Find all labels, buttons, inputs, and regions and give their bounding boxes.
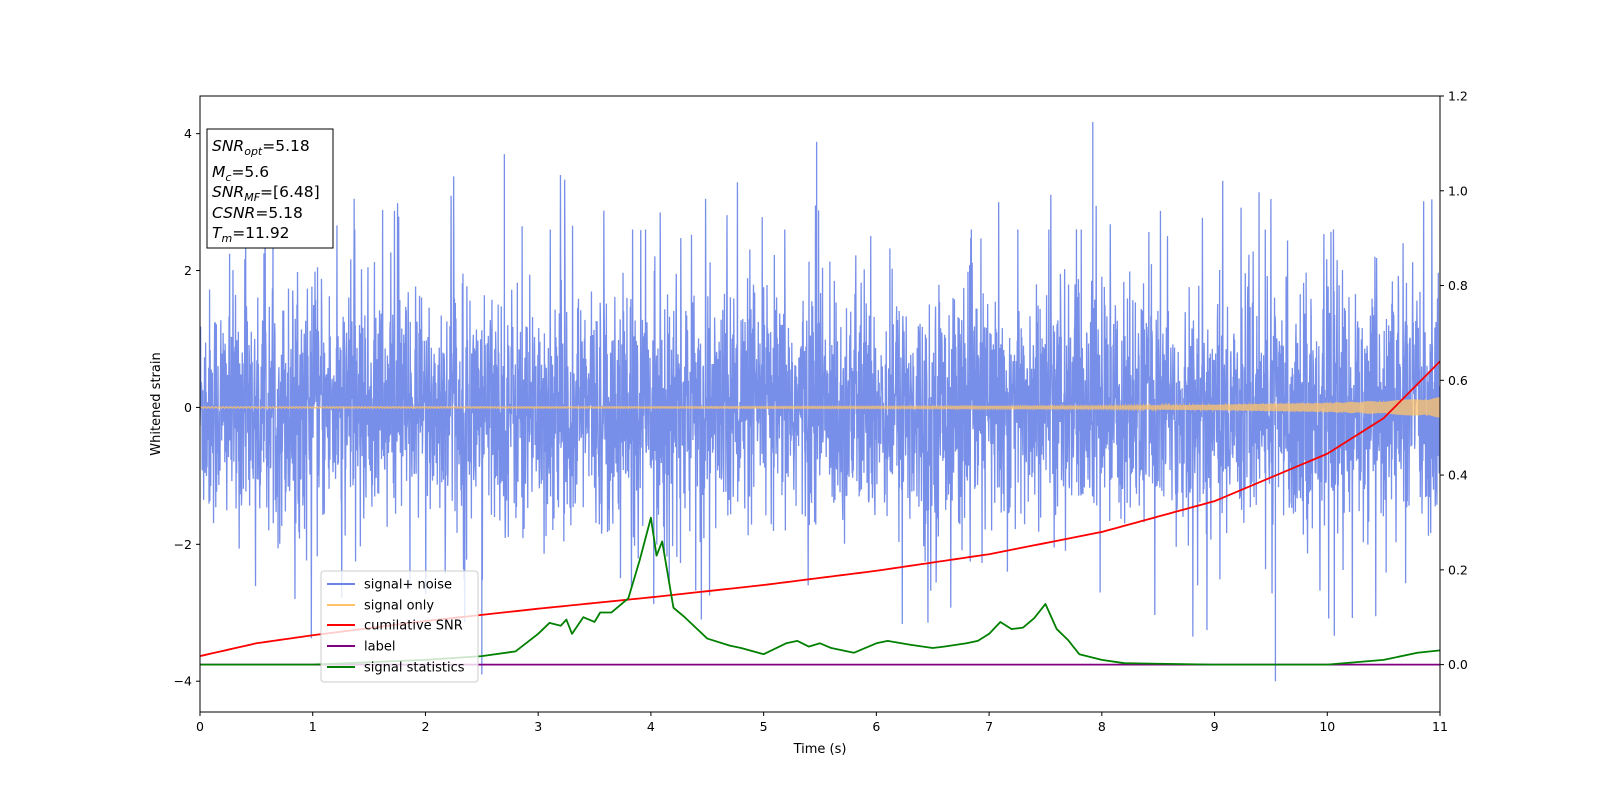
series-signal-noise-line (200, 122, 1440, 682)
legend-label-signal-statistics: signal statistics (364, 661, 465, 676)
series-signal-statistics-line (200, 516, 1440, 666)
x-tick-label: 4 (647, 719, 655, 734)
y-tick-label: 2 (184, 263, 192, 278)
x-tick-label: 6 (872, 719, 880, 734)
y-tick-label: −4 (174, 674, 192, 689)
legend-item-signal-statistics: signal statistics (327, 661, 465, 676)
x-axis: 0 1 2 3 4 5 6 7 8 9 10 11 (196, 712, 1448, 734)
legend-frame (320, 570, 479, 683)
x-tick-label: 2 (421, 719, 429, 734)
legend-label-label: label (364, 640, 395, 655)
annotation-snr-mf: SNRMF=[6.48] (212, 183, 320, 204)
x-tick-label: 11 (1432, 719, 1448, 734)
legend-item-label: label (327, 640, 395, 655)
legend-item-signal-noise: signal+ noise (327, 578, 452, 593)
annotation-snr-opt: SNRopt=5.18 (212, 137, 310, 158)
y-axis-title: Whitened strain (149, 352, 164, 455)
annotation-frame (206, 128, 334, 249)
y-axis-right: 0.0 0.2 0.4 0.6 0.8 1.0 1.2 (1440, 89, 1468, 672)
y2-tick-label: 0.6 (1448, 373, 1468, 388)
series-signal-only-line (200, 397, 1440, 418)
x-axis-title: Time (s) (793, 742, 847, 757)
y-tick-label: −2 (174, 537, 192, 552)
x-tick-label: 8 (1098, 719, 1106, 734)
x-tick-label: 9 (1211, 719, 1219, 734)
annotation-tm: Tm=11.92 (212, 224, 290, 245)
legend-label-signal-only: signal only (364, 599, 434, 614)
plot-frame (199, 95, 1441, 713)
y2-tick-label: 0.8 (1448, 278, 1468, 293)
x-tick-label: 0 (196, 719, 204, 734)
y2-tick-label: 0.4 (1448, 468, 1468, 483)
annotation-mc: Mc=5.6 (212, 163, 269, 184)
y-tick-label: 4 (184, 126, 192, 141)
annotation-csnr: CSNR=5.18 (212, 204, 303, 222)
y2-tick-label: 0.0 (1448, 657, 1468, 672)
x-tick-label: 1 (309, 719, 317, 734)
x-tick-label: 10 (1319, 719, 1335, 734)
y-axis-left: −4 −2 0 2 4 (174, 126, 200, 689)
stats-annotation-box: SNRopt=5.18 Mc=5.6 SNRMF=[6.48] CSNR=5.1… (206, 128, 334, 249)
legend-label-cumilative-snr: cumilative SNR (364, 619, 463, 634)
y2-tick-label: 0.2 (1448, 562, 1468, 577)
y-tick-label: 0 (184, 400, 192, 415)
legend-item-signal-only: signal only (327, 599, 434, 614)
x-tick-label: 7 (985, 719, 993, 734)
x-tick-label: 3 (534, 719, 542, 734)
x-tick-label: 5 (760, 719, 768, 734)
legend: signal+ noise signal only cumilative SNR… (320, 570, 479, 683)
y2-tick-label: 1.2 (1448, 89, 1468, 104)
legend-item-cumilative-snr: cumilative SNR (327, 619, 463, 634)
y2-tick-label: 1.0 (1448, 183, 1468, 198)
legend-label-signal-noise: signal+ noise (364, 578, 452, 593)
